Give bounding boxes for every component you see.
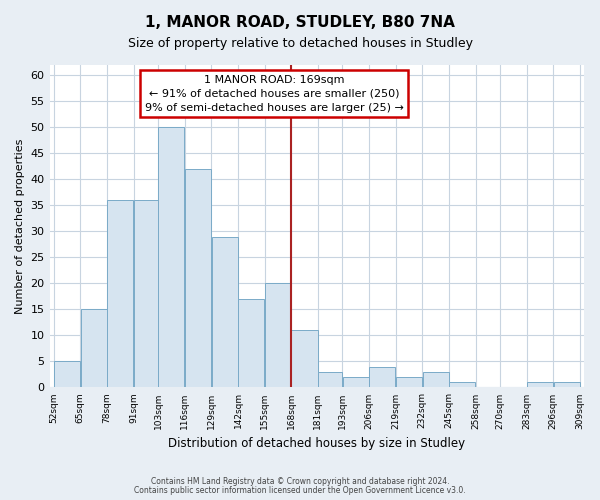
Y-axis label: Number of detached properties: Number of detached properties [15,138,25,314]
Bar [80,310,107,388]
Bar [265,284,291,388]
Bar [396,377,422,388]
Text: Size of property relative to detached houses in Studley: Size of property relative to detached ho… [128,38,473,51]
Bar [369,366,395,388]
Bar [212,236,238,388]
Bar [449,382,475,388]
Bar [185,169,211,388]
Bar [158,128,184,388]
Bar [318,372,342,388]
Bar [527,382,553,388]
Text: Contains public sector information licensed under the Open Government Licence v3: Contains public sector information licen… [134,486,466,495]
Bar [422,372,449,388]
Bar [292,330,317,388]
Text: 1 MANOR ROAD: 169sqm
← 91% of detached houses are smaller (250)
9% of semi-detac: 1 MANOR ROAD: 169sqm ← 91% of detached h… [145,74,403,112]
Text: Contains HM Land Registry data © Crown copyright and database right 2024.: Contains HM Land Registry data © Crown c… [151,477,449,486]
Bar [54,362,80,388]
Bar [107,200,133,388]
X-axis label: Distribution of detached houses by size in Studley: Distribution of detached houses by size … [168,437,466,450]
Bar [343,377,369,388]
Bar [554,382,580,388]
Bar [134,200,158,388]
Text: 1, MANOR ROAD, STUDLEY, B80 7NA: 1, MANOR ROAD, STUDLEY, B80 7NA [145,15,455,30]
Bar [238,299,265,388]
